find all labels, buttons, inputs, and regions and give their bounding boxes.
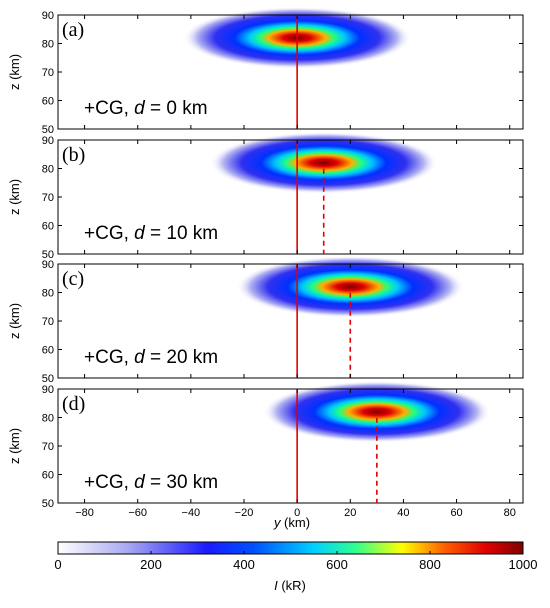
case-annotation: +CG, d = 30 km	[84, 472, 218, 493]
emission-heatmap	[209, 132, 438, 194]
x-axis-label-unit: (km)	[280, 515, 310, 530]
annotation-var: d	[134, 98, 146, 119]
y-tick-label: 90	[42, 384, 54, 396]
y-tick-label: 90	[42, 259, 54, 271]
y-axis-label: z (km)	[7, 428, 22, 464]
y-tick-label: 80	[42, 288, 54, 300]
x-axis-label-var: y	[273, 515, 282, 530]
x-tick-label: 60	[450, 507, 462, 519]
annotation-suffix: = 30 km	[145, 472, 218, 493]
emission-heatmap	[236, 256, 465, 318]
y-tick-label: 90	[42, 10, 54, 22]
y-tick-label: 70	[42, 316, 54, 328]
y-tick-label: 50	[42, 249, 54, 261]
x-tick-label: 20	[344, 507, 356, 519]
x-tick-label: 80	[504, 507, 516, 519]
y-tick-label: 90	[42, 135, 54, 147]
x-axis-label: y (km)	[273, 515, 310, 530]
annotation-var: d	[134, 347, 146, 368]
y-tick-label: 50	[42, 498, 54, 510]
annotation-prefix: +CG,	[84, 472, 134, 493]
colorbar-tick-label: 1000	[509, 557, 538, 572]
panel-label: (c)	[62, 268, 84, 290]
colorbar: 0 200 400 600 800 1000 I (kR)	[54, 541, 537, 593]
annotation-var: d	[134, 223, 146, 244]
case-annotation: +CG, d = 0 km	[84, 98, 208, 119]
panel-d: 50 60 70 80 90 −80 −60 −40 −20 0 20 40 60 80 z (km) (d)…	[7, 381, 524, 519]
y-tick-label: 50	[42, 124, 54, 136]
colorbar-label: I (kR)	[274, 578, 306, 593]
y-tick-label: 60	[42, 221, 54, 233]
y-tick-label: 50	[42, 373, 54, 385]
colorbar-ticks: 0 200 400 600 800 1000	[54, 551, 537, 572]
y-tick-label: 80	[42, 413, 54, 425]
y-tick-label: 60	[42, 470, 54, 482]
annotation-var: d	[134, 472, 146, 493]
annotation-suffix: = 0 km	[145, 98, 208, 119]
annotation-suffix: = 10 km	[145, 223, 218, 244]
annotation-suffix: = 20 km	[145, 347, 218, 368]
colorbar-tick-label: 0	[54, 557, 61, 572]
y-axis-label: z (km)	[7, 54, 22, 90]
x-tick-label: −20	[235, 507, 254, 519]
colorbar-tick-label: 800	[419, 557, 441, 572]
colorbar-tick-label: 200	[140, 557, 162, 572]
colorbar-tick-label: 400	[233, 557, 255, 572]
y-tick-label: 60	[42, 96, 54, 108]
y-tick-label: 80	[42, 164, 54, 176]
panel-b: 50 60 70 80 90 z (km) (b) +CG, d = 10 km	[7, 132, 524, 261]
x-tick-label: −80	[75, 507, 94, 519]
annotation-prefix: +CG,	[84, 223, 134, 244]
y-tick-label: 70	[42, 441, 54, 453]
emission-heatmap	[262, 381, 491, 443]
annotation-prefix: +CG,	[84, 98, 134, 119]
y-tick-label: 80	[42, 39, 54, 51]
y-tick-label: 60	[42, 345, 54, 357]
colorbar-label-var: I	[274, 578, 278, 593]
panel-label: (d)	[62, 393, 85, 415]
y-axis-label: z (km)	[7, 179, 22, 215]
x-axis: y (km)	[273, 515, 310, 530]
panel-label: (b)	[62, 144, 85, 166]
y-tick-label: 70	[42, 192, 54, 204]
colorbar-tick-label: 600	[326, 557, 348, 572]
panel-a: 50 60 70 80 90 z (km) (a) +CG, d = 0 km	[7, 7, 524, 136]
panel-label: (a)	[62, 19, 84, 41]
case-annotation: +CG, d = 20 km	[84, 347, 218, 368]
panels-group: 50 60 70 80 90 z (km) (a) +CG, d = 0 km 50 60 70 80…	[7, 7, 524, 519]
x-tick-label: 40	[397, 507, 409, 519]
colorbar-label-unit: (kR)	[278, 578, 306, 593]
y-axis-label: z (km)	[7, 303, 22, 339]
case-annotation: +CG, d = 10 km	[84, 223, 218, 244]
annotation-prefix: +CG,	[84, 347, 134, 368]
x-tick-label: −40	[182, 507, 201, 519]
x-tick-label: −60	[128, 507, 147, 519]
y-tick-label: 70	[42, 67, 54, 79]
colorbar-gradient	[57, 541, 524, 555]
panel-c: 50 60 70 80 90 z (km) (c) +CG, d = 20 km	[7, 256, 524, 385]
x-tick-label: 0	[294, 507, 300, 519]
